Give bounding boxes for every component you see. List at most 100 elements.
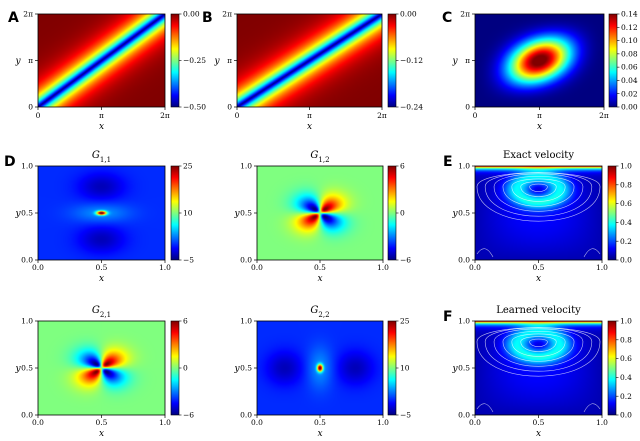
x-axis-label: x [536, 274, 541, 284]
x-axis-label: x [537, 122, 542, 132]
streamline [502, 176, 575, 207]
colorbar-tick-label: 25 [400, 317, 410, 326]
x-axis-label: x [99, 429, 104, 439]
y-axis-label: y [233, 364, 240, 374]
y-tick-label: 2π [23, 10, 33, 19]
panel-C-2: 0 π 2π 0 π 2π x y C 0.14 0.12 0.10 0.08 0.06 0.04 0.02 0… [442, 10, 638, 132]
colorbar [171, 14, 179, 107]
streamline [583, 248, 601, 258]
x-tick-label: 0.0 [32, 263, 44, 272]
colorbar-tick-label: 25 [183, 162, 193, 171]
x-tick-label: 0 [473, 111, 478, 120]
y-tick-label: 0.0 [21, 411, 33, 420]
colorbar-tick-label: 0 [183, 364, 188, 373]
streamline [476, 172, 601, 222]
x-tick-label: 2π [160, 111, 170, 120]
x-axis-label: x [99, 122, 104, 132]
panel-E-7: 0.0 0.5 1.0 0.0 0.5 1.0 x y Exact velocity E 1.0 0.… [443, 150, 632, 284]
panel-title: G1,1 [92, 150, 111, 164]
colorbar-tick-label: 0.6 [620, 199, 632, 208]
colorbar-tick-label: −0.50 [183, 103, 206, 112]
colorbar-tick-label: 0.00 [183, 10, 200, 19]
colorbar-frame [608, 13, 618, 108]
streamline [484, 327, 593, 372]
x-tick-label: 0.5 [96, 418, 108, 427]
x-tick-label: π [307, 111, 312, 120]
heatmap-image [475, 166, 602, 260]
y-tick-label: 2π [460, 10, 470, 19]
x-tick-label: 0 [235, 111, 240, 120]
streamline [511, 178, 566, 202]
panel-letter: B [202, 10, 213, 26]
streamline [520, 181, 557, 197]
streamline [476, 403, 494, 413]
y-tick-label: 0.0 [240, 256, 252, 265]
colorbar [171, 321, 179, 415]
y-tick-label: 0.0 [458, 411, 470, 420]
streamline [493, 173, 584, 212]
x-tick-label: 0.5 [96, 263, 108, 272]
colorbar-tick-label: 0.4 [620, 373, 632, 382]
colorbar-tick-label: 0.6 [620, 354, 632, 363]
streamline [484, 172, 593, 217]
y-axis-label: y [233, 209, 240, 219]
y-axis-label: y [451, 57, 458, 67]
x-tick-label: 1.0 [159, 263, 171, 272]
panel-g5-5: 0.0 0.5 1.0 0.0 0.5 1.0 x y G2,1 6 0 −6 [14, 305, 194, 439]
colorbar-tick-label: 0.14 [621, 10, 638, 19]
colorbar [608, 166, 616, 260]
panel-B-1: 0 π 2π 0 π 2π x y B 0.00 −0.12 −0.24 [202, 10, 423, 132]
panel-A-0: 0 π 2π 0 π 2π x y A 0.00 −0.25 −0.50 [8, 10, 206, 132]
x-tick-label: 0 [36, 111, 41, 120]
colorbar-tick-label: 6 [400, 162, 405, 171]
colorbar-tick-label: 1.0 [620, 162, 632, 171]
y-tick-label: 1.0 [21, 317, 33, 326]
colorbar [388, 321, 396, 415]
x-axis-label: x [317, 274, 322, 284]
colorbar-tick-label: 0.8 [620, 180, 632, 189]
y-tick-label: 1.0 [240, 162, 252, 171]
x-tick-label: π [537, 111, 542, 120]
x-axis-label: x [99, 274, 104, 284]
y-tick-label: 0.5 [458, 364, 470, 373]
x-tick-label: 0.0 [32, 418, 44, 427]
x-tick-label: 0.5 [533, 418, 545, 427]
y-axis-label: y [451, 209, 458, 219]
colorbar-tick-label: 0.2 [620, 392, 632, 401]
colorbar-tick-label: 0.12 [621, 23, 638, 32]
panel-g6-6: 0.0 0.5 1.0 0.0 0.5 1.0 x y G2,2 25 10 −5 [233, 305, 411, 439]
streamline [476, 327, 601, 377]
panel-letter: C [442, 10, 452, 26]
colorbar-tick-label: −5 [400, 411, 411, 420]
y-tick-label: 1.0 [458, 317, 470, 326]
x-axis-label: x [317, 429, 322, 439]
colorbar-tick-label: 0.04 [621, 76, 638, 85]
y-tick-label: 2π [222, 10, 232, 19]
streamline [493, 328, 584, 367]
colorbar-tick-label: −0.12 [400, 56, 423, 65]
colorbar-tick-label: 10 [183, 209, 193, 218]
colorbar-tick-label: −5 [183, 256, 194, 265]
colorbar-tick-label: −0.24 [400, 103, 423, 112]
colorbar-tick-label: −6 [400, 256, 411, 265]
colorbar-tick-label: 0.2 [620, 237, 632, 246]
panel-letter: F [443, 309, 453, 325]
colorbar [171, 166, 179, 260]
x-tick-label: 2π [377, 111, 387, 120]
colorbar-frame [607, 165, 617, 261]
panel-F-8: 0.0 0.5 1.0 0.0 0.5 1.0 x y Learned velocity F 1.0… [443, 305, 632, 439]
y-tick-label: π [28, 56, 33, 65]
colorbar [608, 321, 616, 415]
heatmap-image [38, 321, 165, 415]
colorbar-tick-label: 0.08 [621, 49, 638, 58]
panel-title: Exact velocity [503, 150, 574, 161]
x-tick-label: 0.0 [469, 263, 481, 272]
panel-g4-4: 0.0 0.5 1.0 0.0 0.5 1.0 x y G1,2 6 0 −6 [233, 150, 411, 284]
y-tick-label: π [465, 56, 470, 65]
x-tick-label: 1.0 [377, 418, 389, 427]
colorbar-tick-label: 0.8 [620, 335, 632, 344]
y-axis-label: y [451, 364, 458, 374]
y-axis-label: y [213, 57, 220, 67]
y-axis-label: y [14, 209, 21, 219]
